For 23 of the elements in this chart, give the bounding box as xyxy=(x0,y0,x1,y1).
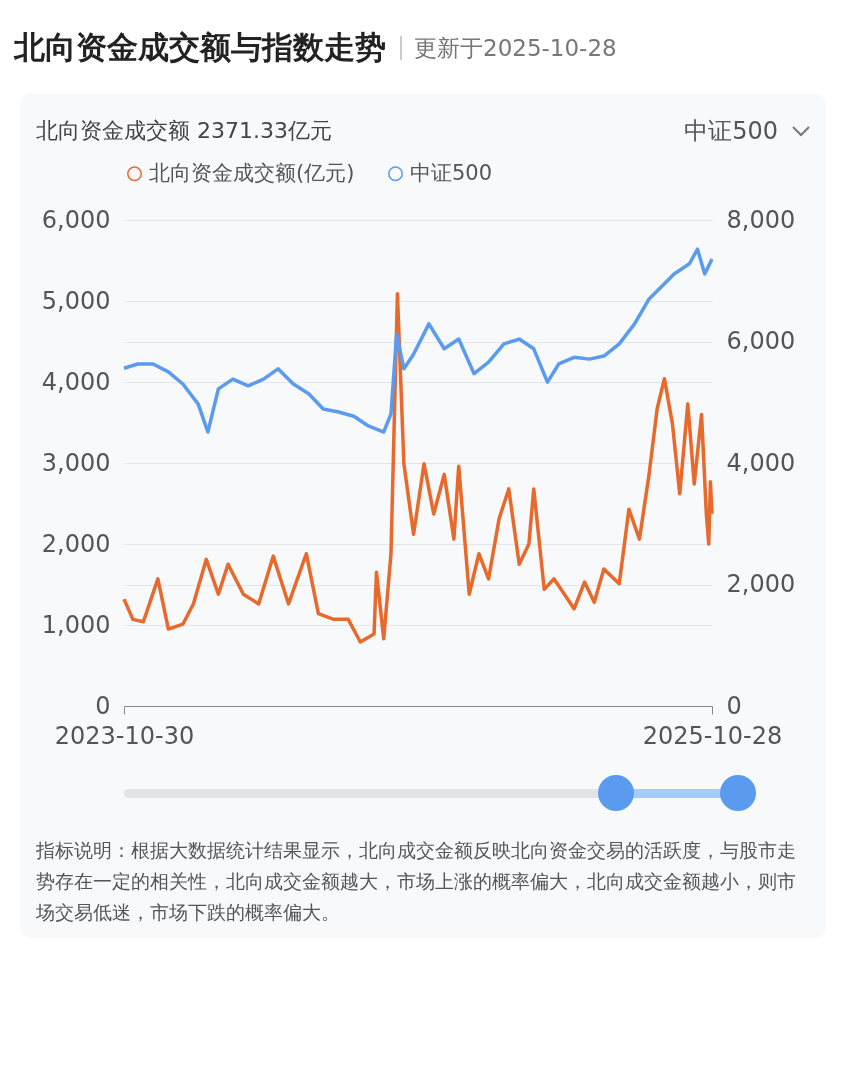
y-tick-label: 4,000 xyxy=(41,367,111,396)
y-tick-label: 0 xyxy=(95,691,111,720)
y2-tick-label: 8,000 xyxy=(726,205,796,234)
text: 中证500 xyxy=(684,116,778,147)
y-tick-label: 1,000 xyxy=(41,610,111,639)
line-series xyxy=(122,291,714,644)
chart-title: 北向资金成交额与指数走势 xyxy=(14,28,386,67)
y-tick-label: 5,000 xyxy=(41,286,111,315)
legend-label: 北向资金成交额(亿元) xyxy=(149,160,355,185)
y2-tick-label: 0 xyxy=(726,691,742,720)
x-tick-label: 2025-10-28 xyxy=(642,721,783,750)
text: 北向资金成交额 2371.33亿元 xyxy=(36,117,332,145)
y-tick-label: 6,000 xyxy=(41,205,111,234)
chart-subtitle: 更新于2025-10-28 xyxy=(400,35,617,61)
y2-tick-label: 2,000 xyxy=(726,570,796,598)
x-tick-label: 2023-10-30 xyxy=(54,721,195,750)
y2-tick-label: 6,000 xyxy=(726,327,796,355)
legend-label: 中证500 xyxy=(410,160,493,185)
y-tick-label: 2,000 xyxy=(41,529,111,558)
y-tick-label: 3,000 xyxy=(41,448,111,477)
y2-tick-label: 4,000 xyxy=(726,448,796,477)
line-series xyxy=(122,247,714,434)
text: 指标说明：根据大数据统计结果显示，北向成交金额反映北向资金交易的活跃度，与股市走势存在一定的相关性，北向成交金额越大，市场上涨的概率偏大，北向成交金额越小，则市场交易低迷，市场下跌的概率偏大。 xyxy=(36,838,797,925)
